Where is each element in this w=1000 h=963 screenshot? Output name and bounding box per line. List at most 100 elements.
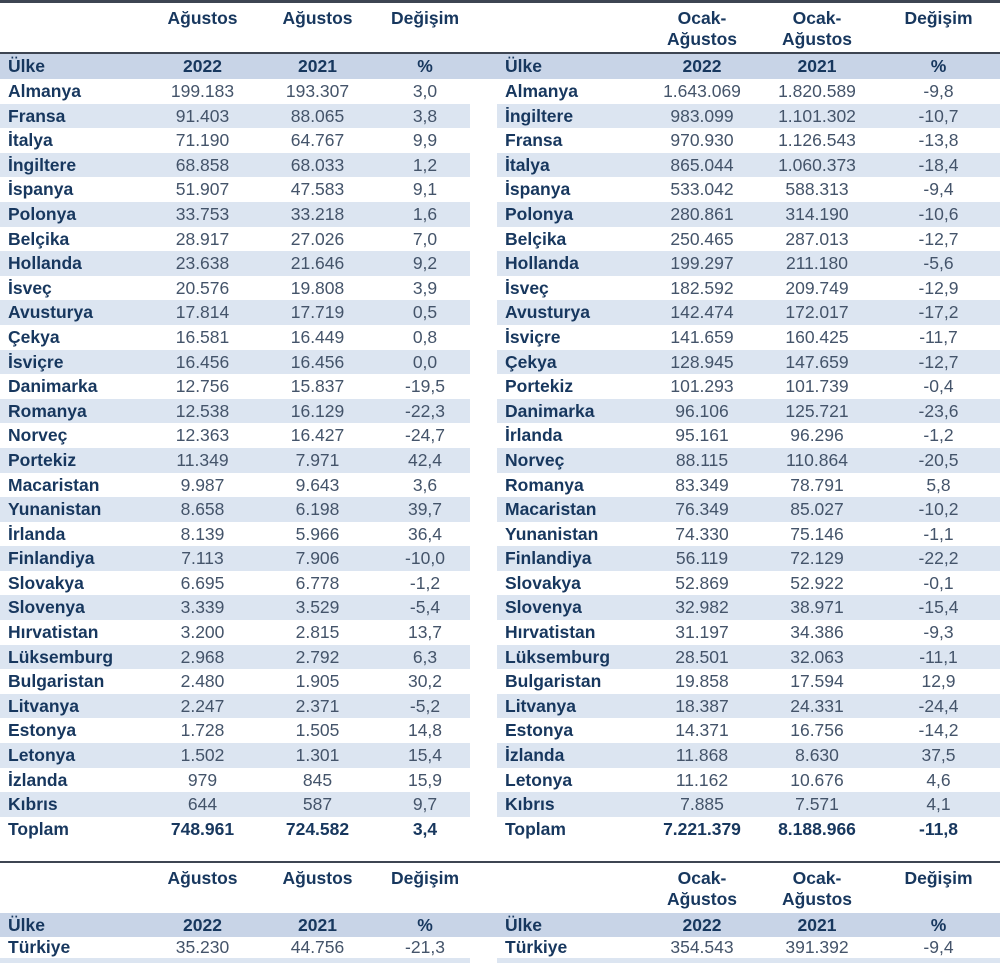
table-gutter [470,54,497,79]
value-previous-cell: 110.864 [786,449,848,470]
country-cell: Avusturya [8,302,93,323]
europe-ytd-period-header: Ocak-Ağustos Ocak-Ağustos Değişim [497,8,1000,50]
country-column-header: Ülke [505,915,542,936]
turkey-column-header-band: Ülke 2022 2021 % Ülke 2022 2021 % [0,913,1000,938]
change-percent-cell: -17,2 [918,302,959,323]
table-row: Slovenya 3.339 3.529 -5,4 [0,595,470,621]
turkey-ytd-column-headers: Ülke 2022 2021 % [497,913,1000,937]
value-current-cell: 91.403 [175,105,230,126]
country-cell: İtalya [8,130,53,151]
country-cell: Hollanda [505,253,579,274]
table-row: Portekiz 11.349 7.971 42,4 [0,447,470,473]
table-row: İzlanda 11.868 8.630 37,5 [497,743,1000,768]
country-cell: Letonya [8,745,76,766]
value-previous-cell: 17.594 [790,671,844,692]
change-percent-cell: -9,8 [923,81,954,101]
value-previous-cell: 16.427 [290,425,345,446]
table-row: Çekya 128.945 147.659 -12,7 [497,349,1000,375]
change-percent-cell: 7,0 [412,228,438,249]
country-cell: Letonya [505,769,573,790]
change-percent-cell: 15,9 [407,769,443,790]
total-current-cell: 748.961 [170,818,235,839]
value-current-cell: 96.106 [675,400,729,421]
country-cell: İngiltere [8,154,77,175]
europe-august-table: Almanya 199.183 193.307 3,0 Fransa 91.40… [0,79,470,817]
country-cell: İsviçre [505,326,561,347]
change-percent-cell: 5,8 [926,474,951,495]
total-previous-cell: 724.582 [285,818,350,839]
table-row: Polonya 33.753 33.218 1,6 [0,201,470,227]
change-percent-cell: -11,7 [919,326,958,347]
change-percent-cell: -9,4 [923,179,954,200]
value-previous-cell: 16.456 [290,351,345,372]
table-row: Portekiz 101.293 101.739 -0,4 [497,374,1000,399]
country-cell: Danimarka [505,400,595,421]
change-percent-cell: -1,2 [923,425,954,446]
change-percent-cell: -9,3 [923,622,954,643]
august-2022-period-label: Ağustos [167,868,238,889]
value-previous-cell: 2.371 [295,695,340,716]
change-percent-cell: -10,0 [405,548,445,569]
change-percent-cell: 9,7 [412,794,438,815]
change-percent-cell: 9,9 [412,130,438,151]
year-2022-column-header: 2022 [682,56,722,76]
country-cell: Kıbrıs [505,794,555,815]
change-percent-cell: 13,7 [407,622,443,643]
table-row: Belçika 28.917 27.026 7,0 [0,226,470,252]
europe-data-tables: Almanya 199.183 193.307 3,0 Fransa 91.40… [0,79,1000,817]
country-cell: Yunanistan [505,523,599,544]
change-percent-cell: -12,7 [918,351,959,372]
year-2021-column-header: 2021 [298,915,337,936]
value-previous-cell: 314.190 [785,203,849,224]
change-percent-cell: -22,3 [405,400,445,421]
value-current-cell: 9.987 [180,474,225,495]
country-cell: Slovakya [505,572,581,593]
change-percent-cell: -15,4 [918,597,959,618]
change-percent-cell: -0,1 [923,572,954,593]
table-row: Almanya 1.643.069 1.820.589 -9,8 [497,79,1000,104]
value-previous-cell: 72.129 [790,548,844,569]
value-previous-cell: 19.808 [290,277,345,298]
change-percent-cell: -14,2 [918,720,959,741]
country-cell: İzlanda [8,769,68,790]
header-divider-rule [0,52,1000,54]
table-row: Letonya 1.502 1.301 15,4 [0,743,470,768]
change-percent-cell: -5,2 [409,695,441,716]
country-cell: Lüksemburg [505,646,611,667]
country-cell: Fransa [8,105,66,126]
change-percent-cell: -12,7 [918,228,959,249]
change-percent-cell: 42,4 [407,449,443,470]
change-percent-cell: -0,4 [923,376,954,397]
table-gutter [470,937,497,959]
value-previous-cell: 6.198 [295,499,340,520]
value-current-cell: 95.161 [675,425,729,446]
country-cell: Litvanya [8,695,79,716]
value-current-cell: 11.162 [675,769,729,790]
country-cell: Norveç [8,425,68,446]
value-current-cell: 11.868 [675,745,729,766]
value-previous-cell: 1.101.302 [778,105,856,126]
value-previous-cell: 8.630 [795,745,839,766]
year-2022-column-header: 2022 [183,56,222,76]
country-cell: Hırvatistan [505,622,596,643]
table-row: Slovakya 52.869 52.922 -0,1 [497,570,1000,596]
country-cell: Norveç [505,449,565,470]
value-previous-cell: 1.505 [295,720,340,741]
table-row: Hırvatistan 3.200 2.815 13,7 [0,620,470,645]
table-row: Norveç 12.363 16.427 -24,7 [0,423,470,448]
change-percent-cell: 12,9 [921,671,956,692]
value-previous-cell: 209.749 [785,277,849,298]
value-current-cell: 280.861 [670,203,734,224]
table-row: Yunanistan 8.658 6.198 39,7 [0,497,470,522]
value-previous-cell: 33.218 [290,203,345,224]
europe-ytd-total: Toplam 7.221.379 8.188.966 -11,8 [497,817,1000,842]
change-percent-cell: -19,5 [405,376,445,397]
value-previous-cell: 2.815 [295,622,340,643]
turkey-august-period-header: Ağustos Ağustos Değişim [0,868,470,889]
value-previous-cell: 3.529 [295,597,340,618]
value-current-cell: 970.930 [670,130,734,151]
table-row: Belçika 250.465 287.013 -12,7 [497,226,1000,252]
change-percent-cell: 3,6 [412,474,438,495]
country-cell: İrlanda [505,425,563,446]
change-percent-cell: -9,4 [923,937,954,958]
